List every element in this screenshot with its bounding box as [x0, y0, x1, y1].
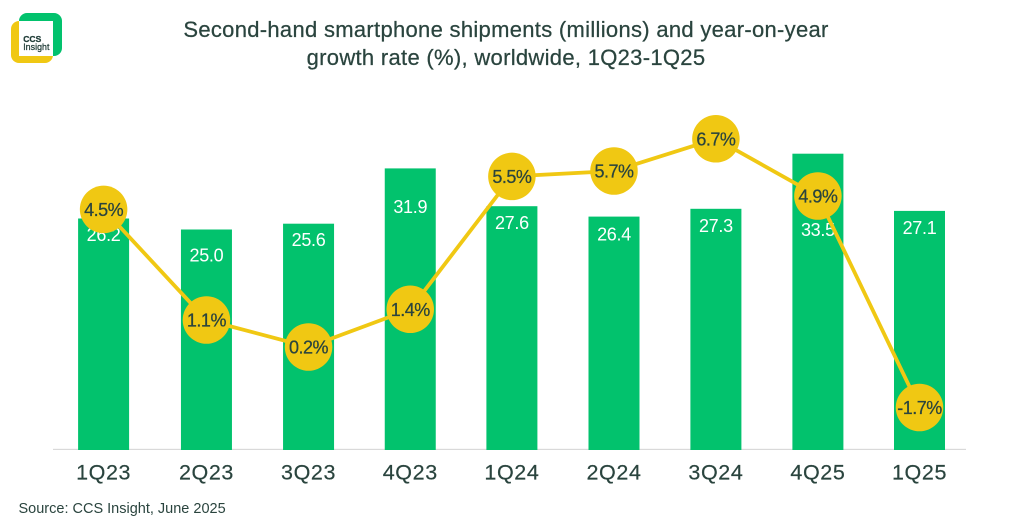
svg-text:27.1: 27.1: [903, 218, 937, 238]
svg-text:1Q24: 1Q24: [484, 461, 539, 485]
svg-text:31.9: 31.9: [393, 197, 427, 217]
svg-text:25.0: 25.0: [190, 245, 224, 265]
svg-text:2Q24: 2Q24: [587, 461, 642, 485]
svg-text:3Q23: 3Q23: [281, 461, 336, 485]
svg-text:26.4: 26.4: [597, 225, 631, 245]
svg-text:4Q25: 4Q25: [790, 461, 845, 485]
svg-text:27.3: 27.3: [699, 216, 733, 236]
svg-text:27.6: 27.6: [495, 213, 529, 233]
svg-text:5.7%: 5.7%: [594, 162, 634, 182]
svg-text:1Q23: 1Q23: [76, 461, 131, 485]
svg-text:1Q25: 1Q25: [892, 461, 947, 485]
svg-text:4.5%: 4.5%: [84, 200, 124, 220]
svg-text:-1.7%: -1.7%: [897, 398, 942, 418]
svg-text:4Q23: 4Q23: [383, 461, 438, 485]
svg-text:2Q23: 2Q23: [179, 461, 234, 485]
svg-text:0.2%: 0.2%: [289, 338, 329, 358]
svg-text:25.6: 25.6: [292, 230, 326, 250]
svg-text:1.4%: 1.4%: [391, 300, 431, 320]
svg-text:4.9%: 4.9%: [798, 187, 838, 207]
svg-text:1.1%: 1.1%: [187, 311, 227, 331]
svg-text:33.5: 33.5: [801, 220, 835, 240]
svg-text:3Q24: 3Q24: [688, 461, 743, 485]
svg-text:5.5%: 5.5%: [492, 167, 532, 187]
svg-text:6.7%: 6.7%: [696, 129, 736, 149]
